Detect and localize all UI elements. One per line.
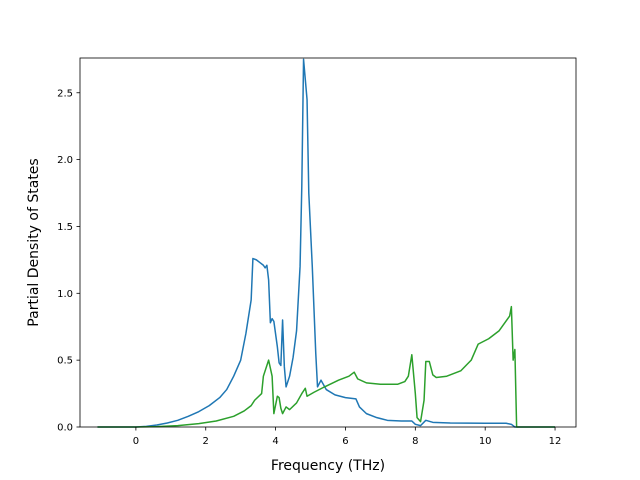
x-tick-label: 0 — [133, 436, 139, 447]
y-tick-label: 2.5 — [57, 88, 73, 99]
series-layer — [97, 58, 556, 428]
y-axis-label: Partial Density of States — [26, 158, 42, 326]
y-tick-label: 2.0 — [57, 155, 73, 166]
y-tick-label: 1.0 — [57, 289, 73, 300]
x-tick-label: 4 — [272, 436, 278, 447]
y-tick-label: 0.5 — [57, 356, 73, 367]
y-tick-label: 0.0 — [57, 423, 73, 434]
x-axis-ticks: 0 2 4 6 8 10 12 — [133, 427, 562, 447]
y-axis-ticks: 0.0 0.5 1.0 1.5 2.0 2.5 — [57, 88, 80, 434]
x-tick-label: 6 — [342, 436, 348, 447]
x-tick-label: 12 — [549, 436, 562, 447]
series-line-1 — [97, 58, 556, 428]
series-line-2 — [97, 305, 556, 428]
y-tick-label: 1.5 — [57, 222, 73, 233]
x-axis-label: Frequency (THz) — [271, 458, 385, 474]
x-tick-label: 10 — [479, 436, 492, 447]
x-tick-label: 2 — [203, 436, 209, 447]
x-tick-label: 8 — [412, 436, 418, 447]
plot-area-frame — [79, 57, 577, 428]
